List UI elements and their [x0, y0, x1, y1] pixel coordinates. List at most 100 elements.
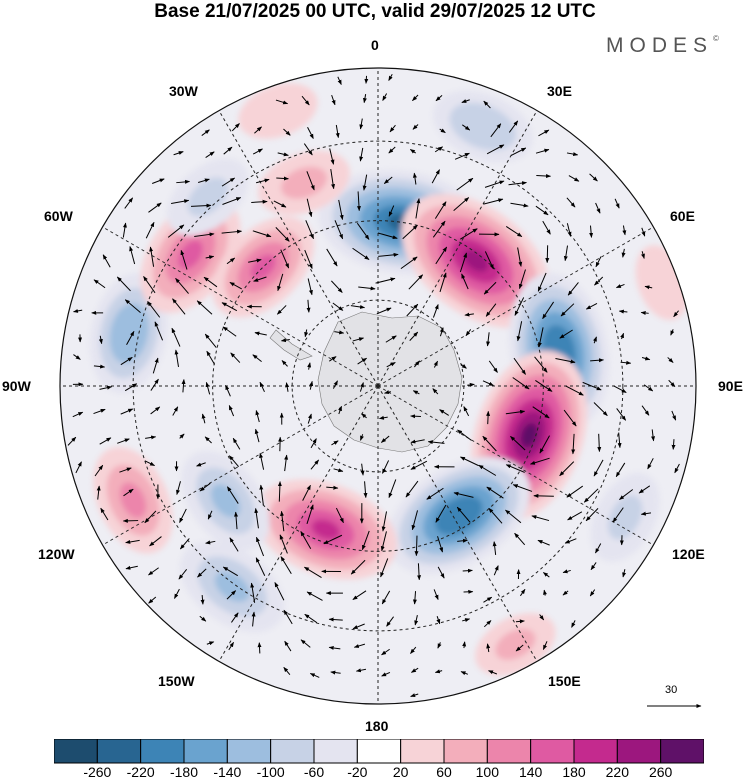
wind-vector	[275, 227, 290, 242]
wind-vector	[231, 123, 240, 132]
colorbar-swatch	[226, 739, 272, 764]
reference-vector-label: 30	[665, 684, 678, 696]
wind-vector	[126, 330, 135, 345]
wind-vector	[222, 566, 239, 577]
wind-vector	[307, 362, 312, 370]
colorbar-swatch	[616, 739, 662, 764]
wind-vector	[145, 221, 155, 239]
wind-vector	[229, 537, 239, 552]
wind-vector	[222, 197, 242, 205]
colorbar-tick-label: 180	[562, 764, 586, 780]
wind-vector	[622, 225, 627, 236]
wind-vector	[229, 281, 242, 290]
wind-vector	[505, 509, 522, 524]
wind-vector	[590, 562, 597, 571]
wind-vector	[535, 379, 553, 392]
wind-vector	[309, 380, 314, 390]
wind-vector	[534, 356, 548, 373]
wind-vector	[490, 123, 502, 138]
wind-vector	[330, 670, 341, 675]
wind-vector	[254, 126, 262, 134]
wind-vector	[204, 333, 217, 348]
wind-vector	[363, 481, 368, 499]
wind-vector	[434, 201, 447, 219]
wind-vector	[571, 433, 576, 455]
wind-vector	[426, 487, 444, 500]
wind-vector	[384, 390, 391, 395]
colorbar-swatch	[96, 739, 142, 764]
wind-vector	[285, 382, 290, 392]
wind-vector	[514, 532, 526, 546]
wind-vector	[276, 176, 289, 181]
wind-vector	[617, 432, 622, 449]
wind-vector	[335, 124, 340, 139]
wind-vector	[225, 384, 231, 397]
wind-vector	[668, 379, 676, 388]
wind-vector	[248, 258, 262, 263]
colorbar-swatch	[486, 739, 532, 764]
wind-vector	[119, 467, 132, 473]
wind-vector	[566, 152, 579, 157]
wind-vector	[179, 538, 190, 550]
wind-vector	[223, 146, 233, 155]
wind-vector	[359, 147, 364, 162]
wind-vector	[276, 305, 287, 315]
wind-vector	[102, 254, 111, 268]
wind-vector	[483, 100, 491, 109]
wind-vector	[328, 645, 341, 650]
wind-vector	[99, 385, 113, 390]
wind-vector	[388, 74, 393, 81]
wind-vector	[94, 464, 104, 477]
colorbar	[54, 739, 704, 764]
colorbar-tick-label: -60	[303, 764, 325, 780]
wind-vector	[120, 408, 134, 415]
wind-vector	[122, 222, 127, 238]
colorbar-tick-label: -100	[256, 764, 285, 780]
wind-vector	[284, 454, 289, 472]
wind-vector	[306, 591, 323, 601]
wind-vector	[382, 93, 388, 101]
wind-vector	[359, 118, 364, 130]
anomaly-center	[475, 613, 556, 676]
wind-vector	[334, 220, 344, 240]
wind-vector	[461, 99, 470, 103]
wind-vector	[143, 276, 156, 294]
wind-vector	[277, 481, 282, 502]
wind-vector	[234, 511, 239, 530]
wind-vector	[330, 169, 336, 190]
wind-vector	[221, 177, 236, 187]
wind-vector	[437, 642, 442, 649]
wind-vector	[356, 191, 361, 212]
wind-vector	[259, 484, 264, 505]
wind-vector	[488, 670, 498, 675]
wind-vector	[410, 439, 425, 444]
wind-vector	[457, 538, 468, 543]
wind-vector	[432, 388, 439, 395]
wind-vector	[280, 338, 290, 343]
wind-vector	[73, 354, 81, 360]
wind-vector	[512, 377, 530, 390]
wind-vector	[353, 643, 366, 648]
wind-vector	[228, 455, 239, 468]
wind-vector	[512, 484, 533, 492]
wind-vector	[433, 360, 439, 368]
wind-vector	[640, 310, 649, 315]
wind-vector	[539, 435, 550, 454]
wind-vector	[510, 147, 527, 157]
wind-vector	[332, 380, 338, 389]
wind-vector	[326, 248, 338, 267]
wind-vector	[620, 332, 625, 340]
wind-vector	[279, 534, 288, 554]
wind-vector	[254, 507, 259, 529]
wind-vector	[431, 169, 440, 184]
wind-vector	[307, 127, 314, 139]
wind-vector	[328, 356, 337, 362]
wind-vector	[67, 436, 77, 446]
colorbar-tick-label: 260	[648, 764, 673, 780]
wind-vector	[284, 640, 292, 652]
wind-vector	[517, 247, 523, 267]
wind-vector	[275, 99, 289, 105]
wind-vector	[145, 435, 157, 440]
wind-vector	[482, 435, 497, 452]
wind-vector	[125, 565, 138, 570]
